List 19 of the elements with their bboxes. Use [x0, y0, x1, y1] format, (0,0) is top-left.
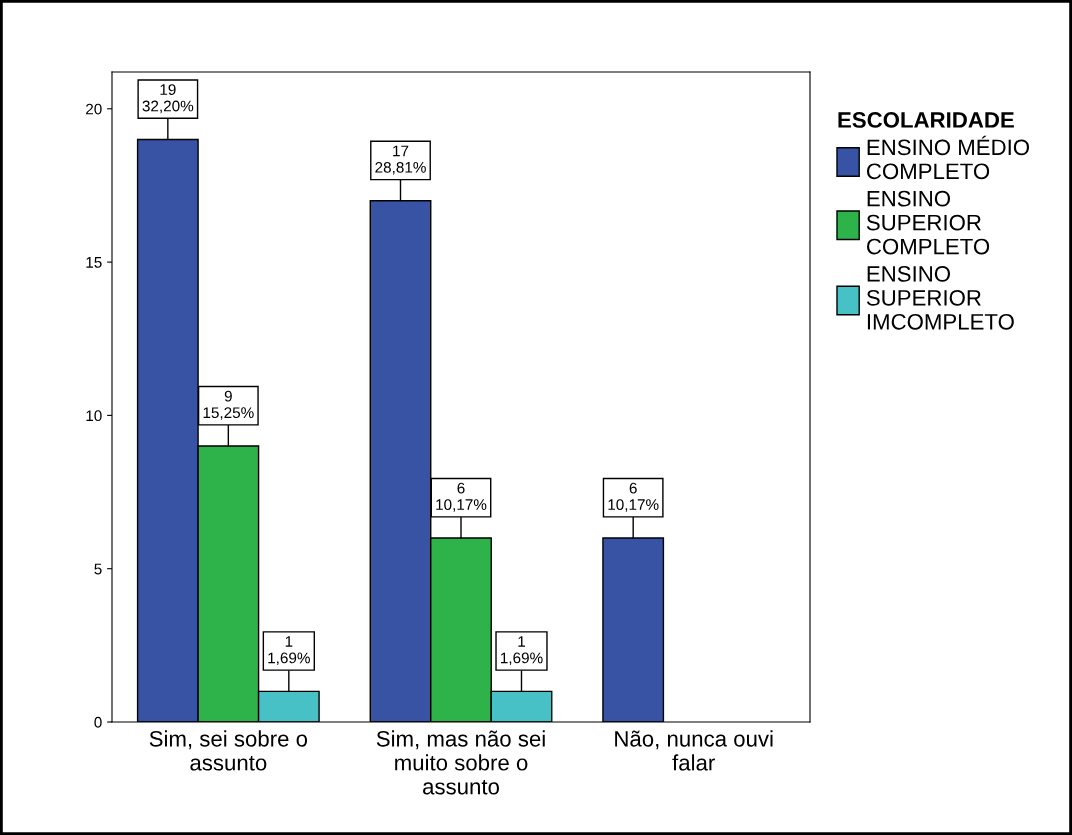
y-tick-label: 15 [86, 257, 102, 268]
x-tick-label: Sim, mas não sei muito sobre o assunto [376, 730, 545, 795]
legend-title: ESCOLARIDADE [838, 112, 1014, 128]
data-label: 1 1,69% [501, 636, 543, 666]
data-label: 6 10,17% [436, 482, 487, 512]
data-label: 1 1,69% [268, 636, 310, 666]
y-tick-label: 5 [94, 563, 102, 575]
data-label: 6 10,17% [608, 482, 659, 512]
y-tick-label: 10 [86, 410, 102, 422]
legend-label: ENSINO SUPERIOR COMPLETO [866, 190, 990, 255]
data-label: 9 15,25% [203, 390, 254, 420]
x-tick-label: Não, nunca ouvi falar [615, 730, 773, 771]
legend-label: ENSINO SUPERIOR IMCOMPLETO [866, 266, 1014, 330]
y-tick-label: 0 [94, 716, 102, 728]
data-label: 19 32,20% [142, 84, 194, 114]
y-tick-label: 20 [86, 103, 102, 115]
legend-label: ENSINO MÉDIO COMPLETO [867, 135, 1030, 180]
x-tick-label: Sim, sei sobre o assunto [149, 730, 308, 771]
data-label: 17 28,81% [375, 145, 426, 175]
